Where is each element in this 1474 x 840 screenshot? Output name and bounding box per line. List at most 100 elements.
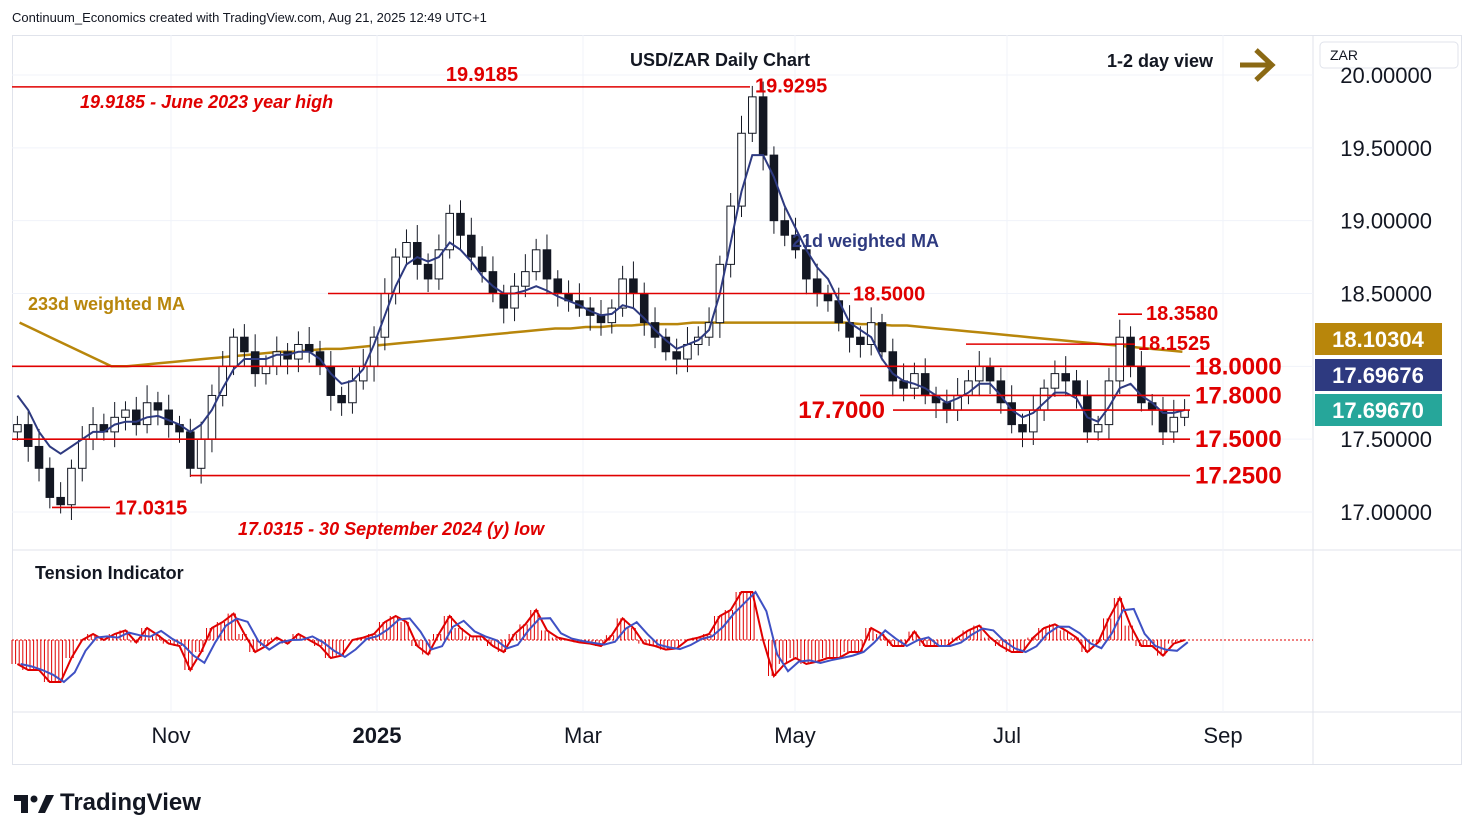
tradingview-brand: TradingView xyxy=(60,789,201,816)
candle-body xyxy=(974,365,984,382)
x-tick-label: Nov xyxy=(151,723,190,748)
ma21-line xyxy=(16,154,1185,455)
price-tag-label: 17.69670 xyxy=(1332,398,1424,423)
candle-body xyxy=(164,409,173,426)
candle-body xyxy=(121,409,130,418)
level-17-25-label: 17.2500 xyxy=(1195,463,1282,490)
chart-frame xyxy=(12,35,1462,765)
candle-body xyxy=(34,445,44,469)
view-label: 1-2 day view xyxy=(1107,51,1214,71)
candle-body xyxy=(23,424,33,447)
candle-body xyxy=(229,336,238,367)
candle-body xyxy=(910,373,919,389)
candle-body xyxy=(1093,424,1103,433)
tension-indicator-title: Tension Indicator xyxy=(35,563,184,583)
y-axis-labels: 20.00000 19.50000 19.00000 18.50000 17.50000… xyxy=(1340,63,1432,525)
tension-slow-line xyxy=(20,590,1189,684)
candle-body xyxy=(856,336,865,345)
candle-body xyxy=(132,409,141,426)
level-17-7-label: 17.7000 xyxy=(798,397,885,424)
candle-body xyxy=(499,293,509,309)
candle-body xyxy=(661,336,671,353)
candle-body xyxy=(629,278,638,294)
y-tick-label: 17.00000 xyxy=(1340,500,1432,525)
level-19-9185-label: 19.9185 xyxy=(446,64,518,86)
x-tick-label: Mar xyxy=(564,723,602,748)
level-18-5-label: 18.5000 xyxy=(853,284,925,306)
candle-body xyxy=(56,496,65,506)
candle-body xyxy=(823,293,833,302)
price-tag-bg xyxy=(1315,359,1442,391)
annotation-ma21: 21d weighted MA xyxy=(792,231,939,251)
candle-body xyxy=(218,365,228,396)
candle-body xyxy=(985,365,995,382)
candle-body xyxy=(402,242,411,258)
tension-fast-line xyxy=(16,591,1185,683)
candle-body xyxy=(748,96,757,134)
candle-body xyxy=(423,263,433,280)
candle-body xyxy=(1126,336,1135,367)
candle-body xyxy=(445,212,454,251)
candle-body xyxy=(737,132,746,207)
tension-indicator-pane xyxy=(11,590,1313,684)
candle-body xyxy=(456,212,465,236)
candle-body xyxy=(142,402,152,426)
candle-body xyxy=(672,351,681,360)
x-axis-labels: Nov 2025 Mar May Jul Sep xyxy=(151,723,1242,748)
candle-body xyxy=(1061,373,1070,382)
candle-body xyxy=(726,205,735,265)
candle-body xyxy=(1072,380,1081,396)
candle-body xyxy=(596,314,606,324)
candle-body xyxy=(186,431,195,469)
ma21-path xyxy=(16,154,1185,455)
candle-body xyxy=(348,380,357,404)
candle-body xyxy=(467,234,476,258)
x-tick-label: 2025 xyxy=(353,723,402,748)
symbol-box xyxy=(1319,41,1459,69)
candle-body xyxy=(434,249,444,280)
level-18-1525-label: 18.1525 xyxy=(1138,333,1210,355)
candle-body xyxy=(1115,336,1125,382)
annotation-june-high: 19.9185 - June 2023 year high xyxy=(80,92,333,112)
level-17-8-label: 17.8000 xyxy=(1195,382,1282,409)
candle-body xyxy=(477,256,487,273)
candle-body xyxy=(521,271,530,287)
y-tick-label: 19.50000 xyxy=(1340,136,1432,161)
x-tick-label: Jul xyxy=(993,723,1021,748)
price-tag-label: 18.10304 xyxy=(1332,327,1425,352)
candle-body xyxy=(1018,424,1027,433)
symbol-label: ZAR xyxy=(1330,47,1358,63)
candle-body xyxy=(250,351,260,375)
candle-body xyxy=(769,154,779,222)
candle-body xyxy=(510,285,519,309)
tradingview-logo-icon xyxy=(14,795,54,813)
chart-credit: Continuum_Economics created with Trading… xyxy=(12,10,487,25)
tradingview-logo[interactable]: TradingView xyxy=(14,789,201,817)
level-17-0315-label: 17.0315 xyxy=(115,497,187,519)
level-18-358-label: 18.3580 xyxy=(1146,303,1218,325)
candle-body xyxy=(758,96,768,156)
candle-body xyxy=(812,278,822,294)
candle-body xyxy=(45,467,55,498)
candle-body xyxy=(337,394,346,404)
candle-body xyxy=(877,322,887,353)
candle-body xyxy=(304,343,314,353)
price-tag-bg xyxy=(1315,394,1442,426)
candle-body xyxy=(553,278,563,294)
candle-body xyxy=(153,402,163,411)
price-tag-bg xyxy=(1315,323,1442,355)
candle-body xyxy=(77,438,87,469)
y-tick-label: 20.00000 xyxy=(1340,63,1432,88)
arrow-right-icon xyxy=(1240,48,1276,82)
candle-body xyxy=(67,467,76,506)
level-19-9295-label: 19.9295 xyxy=(755,75,827,97)
level-18-label: 18.0000 xyxy=(1195,353,1282,380)
candle-body xyxy=(261,365,271,375)
candle-body xyxy=(542,249,552,280)
candle-body xyxy=(196,438,206,469)
candles xyxy=(13,81,1189,521)
candle-body xyxy=(780,220,790,236)
candle-body xyxy=(207,394,217,440)
